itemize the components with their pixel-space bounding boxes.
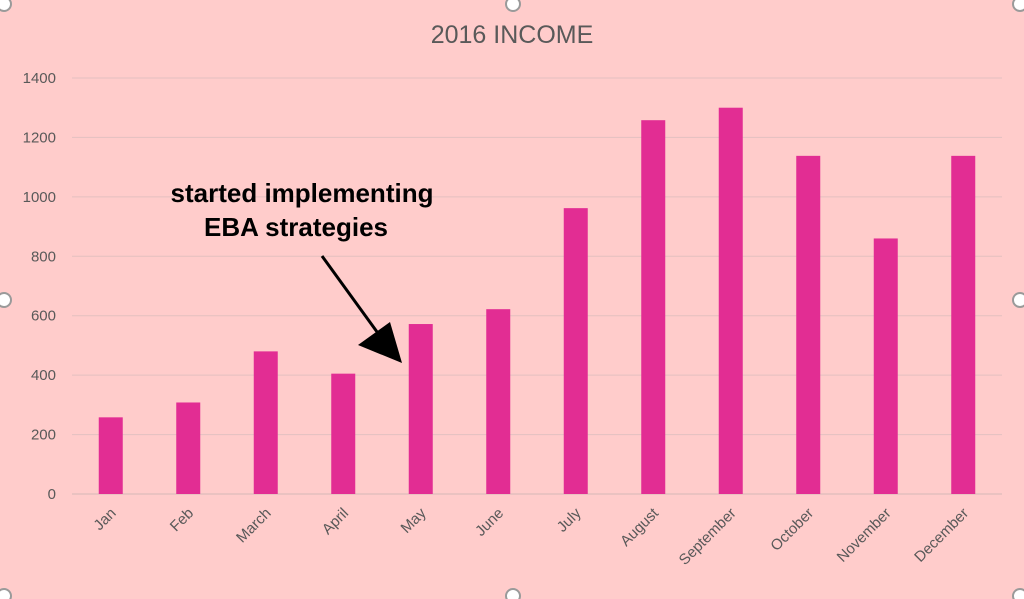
bars xyxy=(98,107,976,495)
y-tick-label: 1400 xyxy=(23,70,56,87)
x-tick-label: November xyxy=(834,505,895,566)
y-tick-label: 0 xyxy=(48,486,56,503)
resize-handle-middle-right[interactable] xyxy=(1012,292,1024,308)
annotation: started implementing EBA strategies xyxy=(171,178,434,363)
annotation-line-1: started implementing xyxy=(171,178,434,208)
y-tick-label: 400 xyxy=(31,367,56,384)
x-tick-label: Feb xyxy=(167,505,197,535)
y-tick-label: 1200 xyxy=(23,129,56,146)
x-tick-label: August xyxy=(617,504,663,550)
y-tick-label: 600 xyxy=(31,308,56,325)
bar-april xyxy=(331,373,356,494)
resize-handle-bottom-center[interactable] xyxy=(505,588,521,599)
y-tick-label: 800 xyxy=(31,248,56,265)
x-tick-label: May xyxy=(398,504,430,536)
arrow-head xyxy=(358,322,402,363)
annotation-arrow xyxy=(320,255,402,363)
x-tick-label: June xyxy=(472,505,507,540)
resize-handle-bottom-left[interactable] xyxy=(0,588,12,599)
x-axis-tick-labels: Jan Feb March April May June July August Septemb… xyxy=(90,504,972,568)
bar-november xyxy=(873,238,898,494)
annotation-line-2: EBA strategies xyxy=(204,212,388,242)
x-tick-label: July xyxy=(554,504,585,535)
arrow-shaft xyxy=(320,255,382,337)
resize-handle-bottom-right[interactable] xyxy=(1012,588,1024,599)
chart-title: 2016 INCOME xyxy=(431,21,594,49)
bar-september xyxy=(718,107,743,494)
bar-march xyxy=(253,351,278,494)
x-tick-label: October xyxy=(767,505,817,555)
x-tick-label: Jan xyxy=(90,505,119,534)
gridlines xyxy=(72,77,1002,495)
x-tick-label: April xyxy=(319,505,352,538)
y-tick-label: 200 xyxy=(31,427,56,444)
bar-feb xyxy=(176,402,201,494)
bar-jan xyxy=(98,417,123,494)
bar-december xyxy=(951,155,976,494)
resize-handle-top-left[interactable] xyxy=(0,0,12,12)
y-axis-tick-labels: 0 200 400 600 800 1000 1200 1400 xyxy=(23,70,56,503)
x-tick-label: September xyxy=(676,505,740,569)
x-tick-label: March xyxy=(233,505,274,546)
y-tick-label: 1000 xyxy=(23,189,56,206)
bar-october xyxy=(796,155,821,494)
x-tick-label: December xyxy=(911,505,972,566)
bar-august xyxy=(641,120,666,495)
bar-july xyxy=(563,208,588,495)
resize-handle-top-center[interactable] xyxy=(505,0,521,12)
resize-handle-middle-left[interactable] xyxy=(0,292,12,308)
bar-june xyxy=(486,309,511,494)
bar-may xyxy=(408,324,433,494)
resize-handle-top-right[interactable] xyxy=(1012,0,1024,12)
